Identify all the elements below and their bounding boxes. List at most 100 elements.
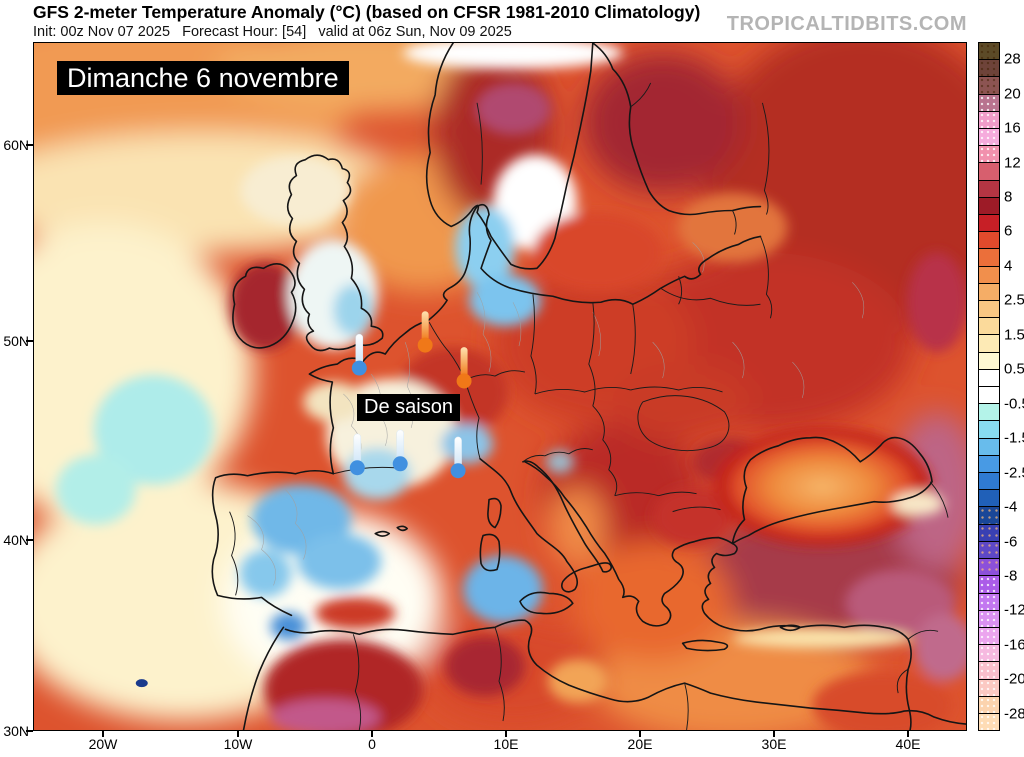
anomaly-color-blobs-small xyxy=(55,43,966,730)
colorbar-tick--12: -12 xyxy=(1004,601,1024,619)
page-title: GFS 2-meter Temperature Anomaly (°C) (ba… xyxy=(33,2,701,22)
colorbar-segment xyxy=(979,282,999,301)
colorbar-segment xyxy=(979,437,999,455)
colorbar-segment xyxy=(979,420,999,438)
colorbar-segment xyxy=(979,93,999,111)
colorbar-segment xyxy=(979,678,999,696)
colorbar-tick--1.5: -1.5 xyxy=(1004,429,1024,447)
colorbar-segment xyxy=(979,196,999,215)
colorbar-tick--6: -6 xyxy=(1004,533,1018,551)
coastlines xyxy=(211,43,966,730)
colorbar-tick-28: 28 xyxy=(1004,50,1021,68)
colorbar-tick-16: 16 xyxy=(1004,119,1021,137)
madeira-island-dot xyxy=(135,679,148,688)
warm-thermometer-icon xyxy=(456,347,472,389)
lon-tick xyxy=(371,731,373,737)
lon-tick xyxy=(907,731,909,737)
colorbar-segment xyxy=(979,43,999,60)
cold-thermometer-icon xyxy=(349,433,365,476)
colorbar-segment xyxy=(979,506,999,524)
colorbar-segment xyxy=(979,454,999,473)
colorbar-tick-12: 12 xyxy=(1004,154,1021,172)
forecast-subtitle: Init: 00z Nov 07 2025 Forecast Hour: [54… xyxy=(33,24,512,40)
lon-label-20E: 20E xyxy=(627,736,653,752)
colorbar-segment xyxy=(979,558,999,576)
lat-label-60N: 60N xyxy=(3,137,29,153)
lat-tick xyxy=(26,340,33,342)
colorbar-segment xyxy=(979,695,999,713)
colorbar-segment xyxy=(979,644,999,662)
colorbar-segment xyxy=(979,162,999,180)
colorbar-segment xyxy=(979,179,999,197)
anomaly-field-svg xyxy=(34,43,966,730)
colorbar-segment xyxy=(979,59,999,77)
lat-label-30N: 30N xyxy=(3,723,29,739)
colorbar-segment xyxy=(979,351,999,369)
colorbar-segment xyxy=(979,110,999,129)
thermometer-icon-layer xyxy=(349,311,472,479)
colorbar-tick-1.5: 1.5 xyxy=(1004,326,1024,344)
colorbar-segment xyxy=(979,214,999,232)
colorbar-segment xyxy=(979,472,999,490)
colorbar xyxy=(978,42,1000,731)
colorbar-segment xyxy=(979,248,999,266)
cold-thermometer-icon xyxy=(351,333,367,376)
lat-label-40N: 40N xyxy=(3,532,29,548)
colorbar-segment xyxy=(979,76,999,94)
colorbar-segment xyxy=(979,592,999,610)
colorbar-tick--16: -16 xyxy=(1004,636,1024,654)
lon-label-10E: 10E xyxy=(493,736,519,752)
cold-thermometer-icon xyxy=(392,429,408,472)
lat-tick xyxy=(26,144,33,146)
colorbar-segment xyxy=(979,712,999,731)
colorbar-segment xyxy=(979,231,999,249)
colorbar-tick--4: -4 xyxy=(1004,498,1018,516)
country-borders xyxy=(229,82,949,730)
date-banner: Dimanche 6 novembre xyxy=(57,61,349,95)
lat-tick xyxy=(26,730,33,732)
colorbar-segment xyxy=(979,386,999,404)
colorbar-tick-8: 8 xyxy=(1004,188,1013,206)
lon-tick xyxy=(237,731,239,737)
colorbar-segment xyxy=(979,265,999,283)
lon-label-20W: 20W xyxy=(88,736,118,752)
colorbar-segment xyxy=(979,489,999,507)
lat-label-50N: 50N xyxy=(3,333,29,349)
colorbar-segment xyxy=(979,661,999,679)
cold-thermometer-icon xyxy=(450,436,466,479)
lon-label-10W: 10W xyxy=(223,736,253,752)
lon-tick xyxy=(639,731,641,737)
colorbar-tick--2.5: -2.5 xyxy=(1004,464,1024,482)
colorbar-tick--20: -20 xyxy=(1004,670,1024,688)
colorbar-tick--28: -28 xyxy=(1004,705,1024,723)
colorbar-tick--0.5: -0.5 xyxy=(1004,395,1024,413)
colorbar-segment xyxy=(979,575,999,593)
site-watermark: TROPICALTIDBITS.COM xyxy=(726,13,967,35)
colorbar-segment xyxy=(979,300,999,318)
colorbar-tick--8: -8 xyxy=(1004,567,1018,585)
colorbar-segment xyxy=(979,128,999,146)
lon-label-0: 0 xyxy=(368,736,376,752)
lon-label-40E: 40E xyxy=(895,736,921,752)
colorbar-segment xyxy=(979,317,999,335)
colorbar-segment xyxy=(979,334,999,352)
map-annotation-label: De saison xyxy=(357,394,460,421)
colorbar-tick-6: 6 xyxy=(1004,222,1013,240)
lon-tick xyxy=(505,731,507,737)
lon-tick xyxy=(102,731,104,737)
colorbar-tick-2.5: 2.5 xyxy=(1004,291,1024,309)
europe-temperature-anomaly-map xyxy=(33,42,967,731)
colorbar-segment xyxy=(979,609,999,627)
colorbar-segment xyxy=(979,626,999,645)
lat-tick xyxy=(26,539,33,541)
colorbar-tick-20: 20 xyxy=(1004,85,1021,103)
colorbar-segment xyxy=(979,403,999,421)
colorbar-segment xyxy=(979,523,999,541)
colorbar-tick-0.5: 0.5 xyxy=(1004,360,1024,378)
colorbar-segment xyxy=(979,368,999,387)
lon-label-30E: 30E xyxy=(761,736,787,752)
warm-thermometer-icon xyxy=(417,311,433,353)
colorbar-segment xyxy=(979,540,999,559)
colorbar-tick-4: 4 xyxy=(1004,257,1013,275)
